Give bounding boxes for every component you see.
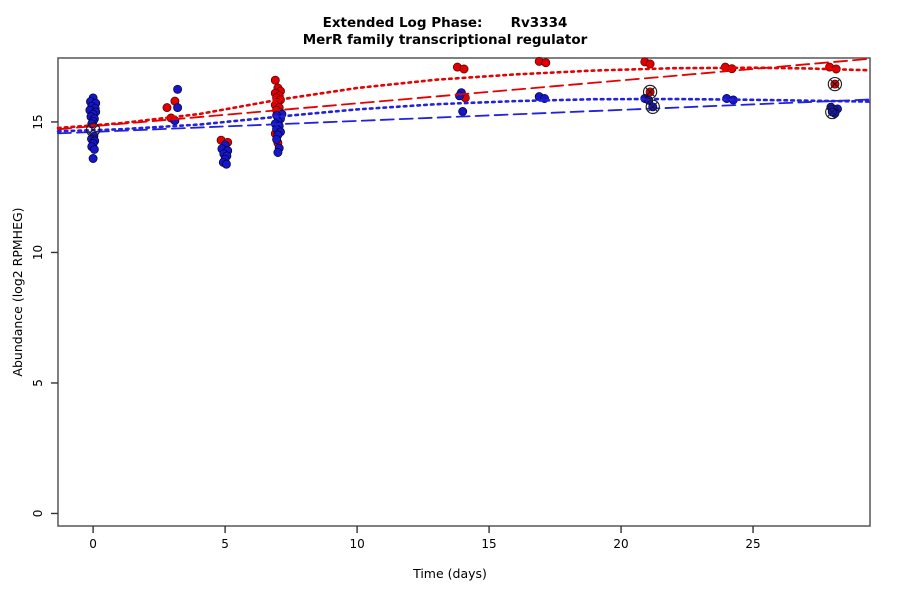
blue-dotted-fit <box>56 97 872 133</box>
y-tick-label: 5 <box>31 379 45 387</box>
data-point-blue <box>458 107 468 116</box>
outlier-x-stroke <box>647 101 658 112</box>
outlier-markers-layer <box>85 76 843 137</box>
chart-subtitle: MerR family transcriptional regulator <box>303 32 588 48</box>
data-point-blue <box>88 154 98 163</box>
outlier-circle-x-marker <box>827 76 843 92</box>
outlier-circle-x-marker <box>85 122 101 137</box>
outlier-ring <box>645 99 660 114</box>
x-tick-label: 25 <box>745 537 760 551</box>
outlier-x-stroke <box>829 79 840 90</box>
data-point-blue <box>273 148 283 157</box>
x-tick-label: 5 <box>221 537 229 551</box>
outlier-x-stroke <box>645 86 656 98</box>
chart-title: Extended Log Phase: Rv3334 <box>323 15 568 31</box>
outlier-ring <box>827 76 843 92</box>
x-tick-label: 15 <box>481 537 496 551</box>
data-point-blue <box>455 91 464 101</box>
data-point-red <box>270 75 280 85</box>
x-tick-label: 10 <box>349 537 364 551</box>
outlier-ring <box>85 122 101 137</box>
plot-border <box>57 57 871 527</box>
axes-layer: 0 5 10 15 20 25 0 5 10 15 <box>31 114 761 551</box>
outlier-circle-x-marker <box>825 104 840 120</box>
x-axis-title: Time (days) <box>412 566 487 581</box>
data-point-blue <box>221 159 231 169</box>
y-tick-label: 15 <box>31 114 45 129</box>
outlier-circle-x-marker <box>642 84 658 100</box>
trend-lines-layer <box>56 57 872 135</box>
y-tick-label: 10 <box>31 245 45 260</box>
outlier-ring <box>825 104 840 120</box>
data-point-red <box>541 58 551 68</box>
outlier-ring <box>642 84 658 100</box>
x-tick-label: 20 <box>613 537 628 551</box>
y-axis-title: Abundance (log2 RPMHEG) <box>10 207 25 376</box>
outlier-circle-x-marker <box>645 99 660 114</box>
data-point-blue <box>272 134 282 144</box>
data-point-red <box>459 64 469 74</box>
x-tick-label: 0 <box>89 537 97 551</box>
outlier-x-stroke <box>88 124 99 135</box>
blue-dashed-fit <box>57 98 871 135</box>
data-point-red <box>645 59 655 69</box>
data-point-blue <box>173 84 183 94</box>
red-dashed-fit <box>57 57 871 131</box>
data-point-blue <box>173 103 183 113</box>
data-point-blue <box>89 144 99 154</box>
y-tick-label: 0 <box>31 510 45 518</box>
data-point-red <box>162 103 172 113</box>
data-points-layer <box>85 56 842 169</box>
outlier-x-stroke <box>827 106 838 118</box>
